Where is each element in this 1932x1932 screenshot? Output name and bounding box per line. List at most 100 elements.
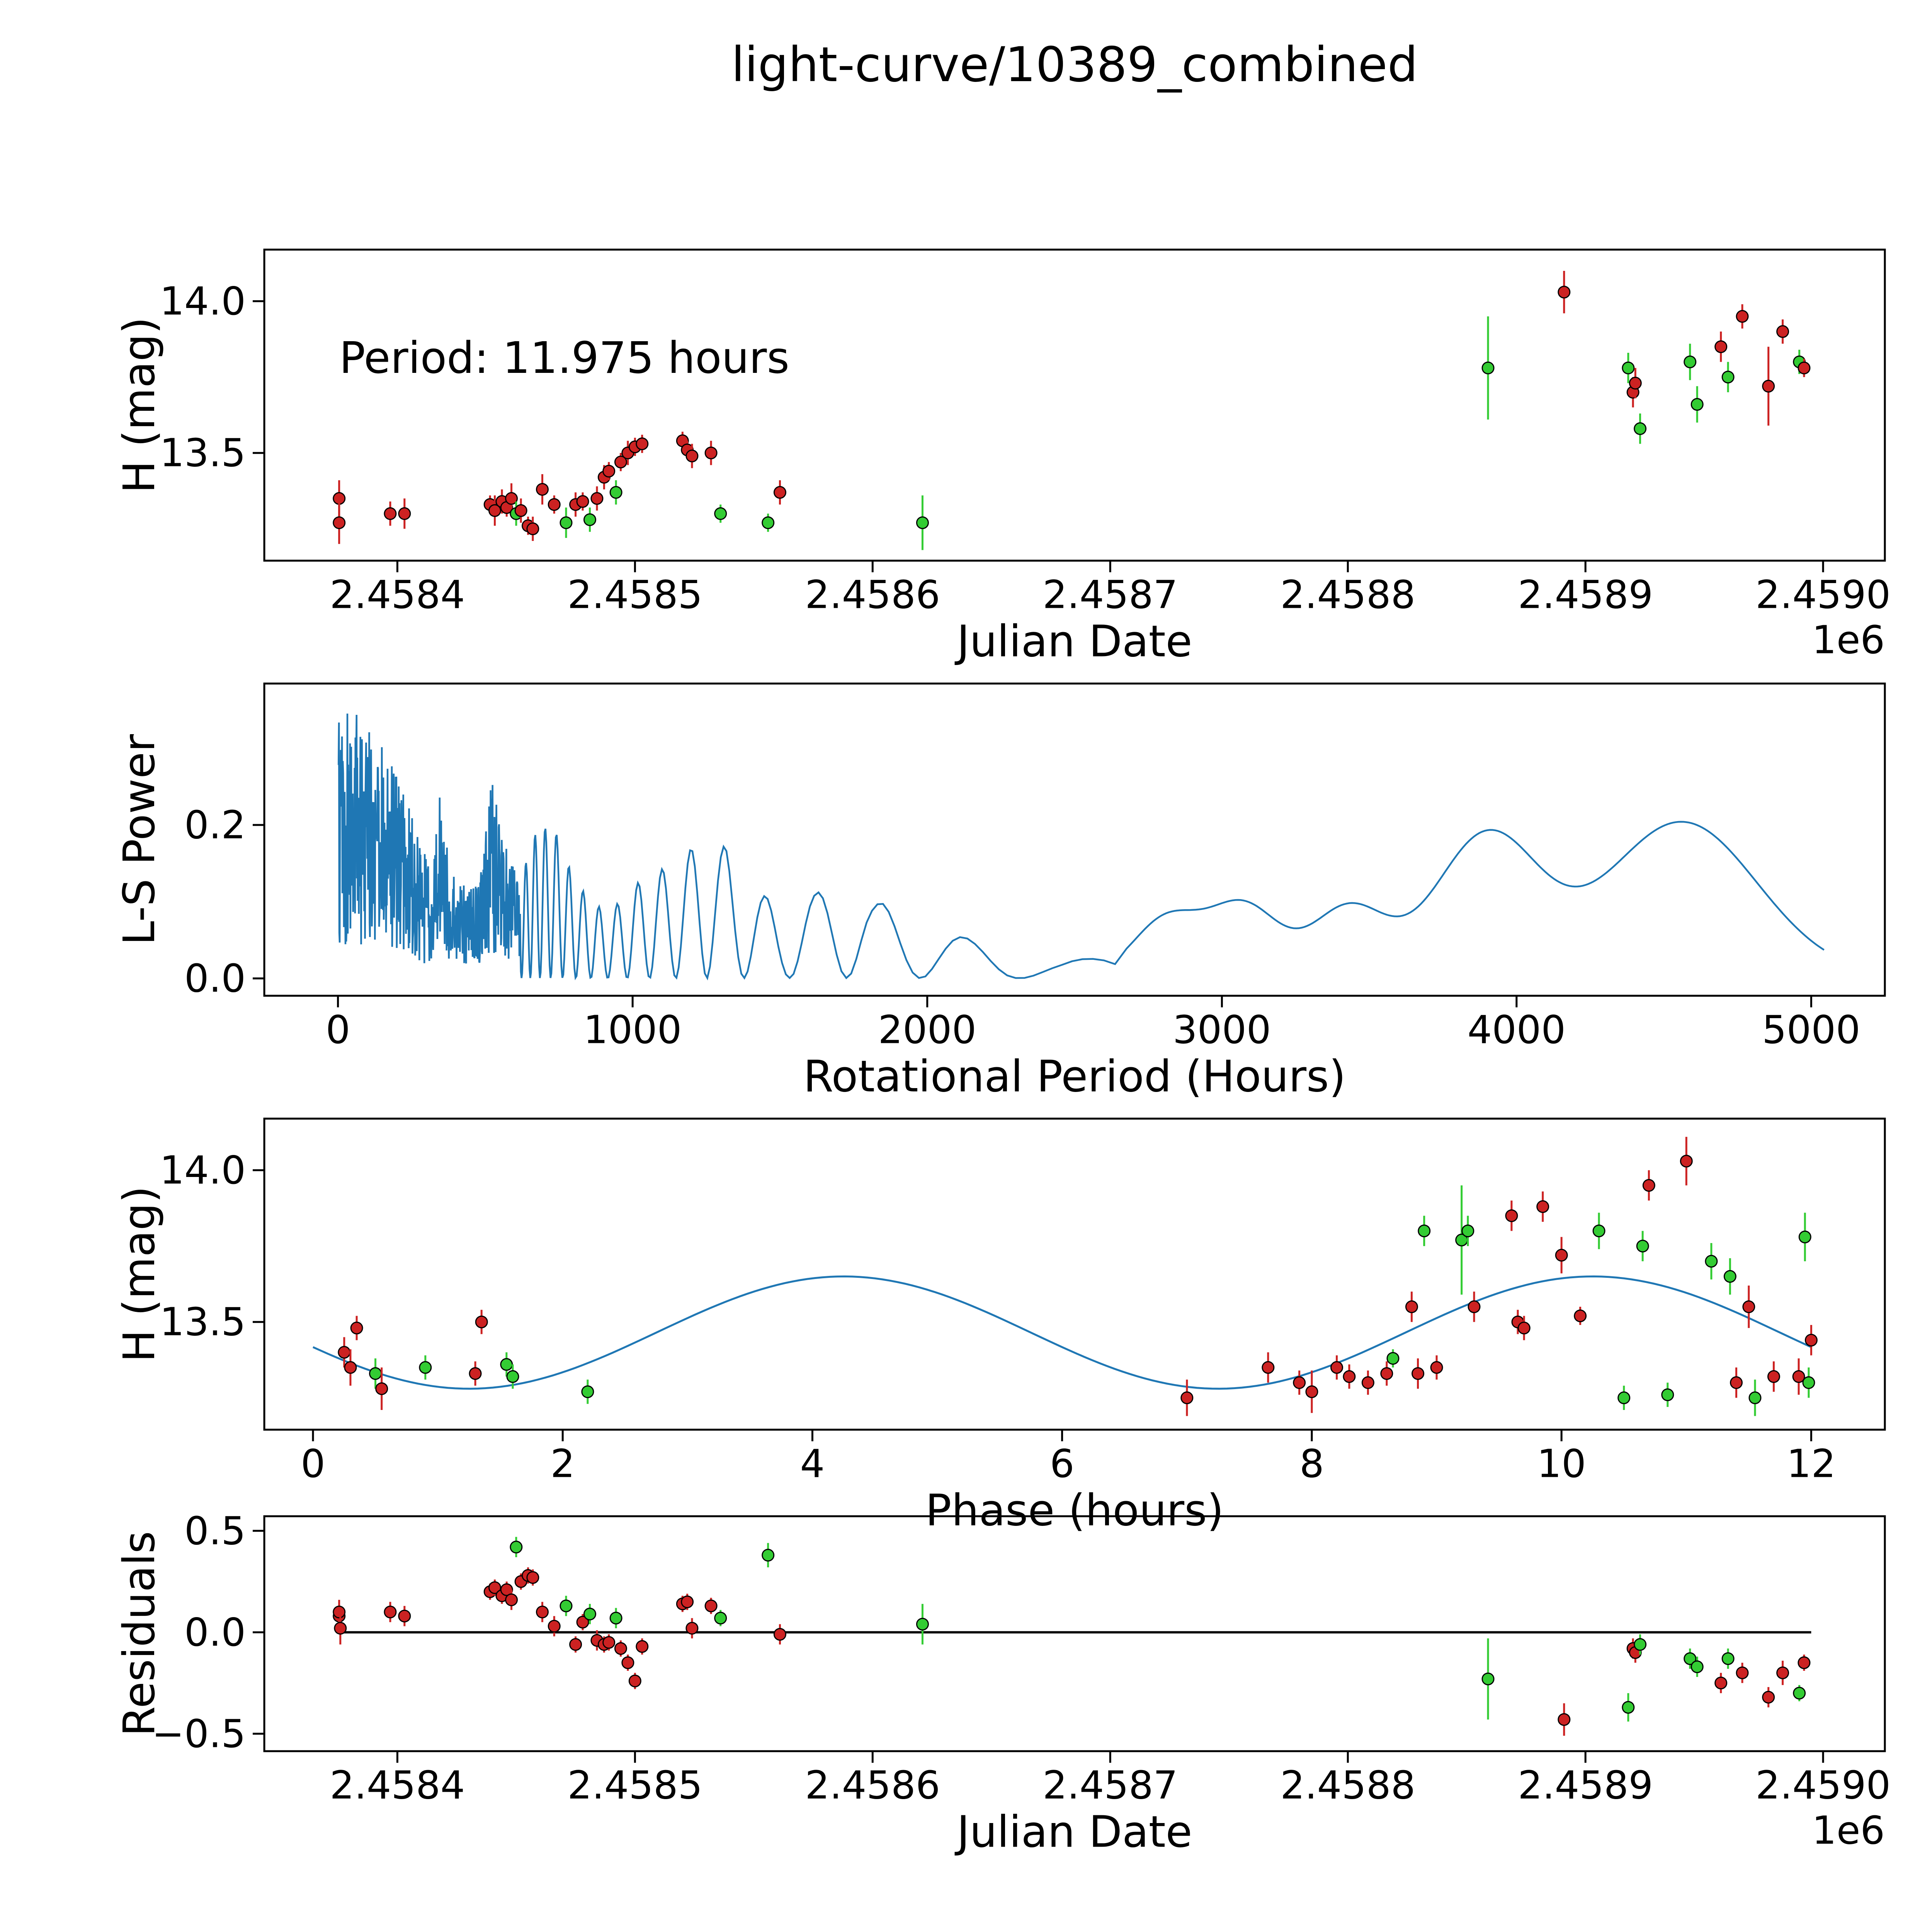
data-point bbox=[1305, 1385, 1318, 1398]
data-point bbox=[1721, 371, 1735, 384]
data-point bbox=[1634, 1638, 1647, 1651]
x-tick-label: 8 bbox=[1299, 1441, 1324, 1486]
data-point bbox=[1661, 1388, 1674, 1401]
data-point bbox=[576, 1616, 589, 1629]
x-tick-label: 2.4585 bbox=[567, 572, 702, 617]
data-point bbox=[1684, 1652, 1697, 1665]
x-tick-label: 0 bbox=[326, 1007, 350, 1052]
axes-frame bbox=[263, 1515, 1886, 1752]
data-point bbox=[1405, 1300, 1418, 1313]
axes-frame bbox=[263, 1117, 1886, 1431]
data-point bbox=[916, 1617, 929, 1631]
data-point bbox=[333, 1605, 346, 1619]
data-point bbox=[628, 1674, 641, 1687]
data-point bbox=[1802, 1376, 1815, 1389]
data-point bbox=[609, 486, 622, 499]
data-point bbox=[681, 1595, 694, 1609]
x-axis: 0 2 4 6 8 10 12 bbox=[301, 1430, 1836, 1486]
x-axis-label: Julian Date bbox=[954, 1807, 1192, 1857]
y-tick-label: 0.0 bbox=[184, 956, 246, 1001]
data-point bbox=[1642, 1179, 1655, 1192]
data-point bbox=[369, 1367, 382, 1380]
data-point bbox=[609, 1612, 622, 1625]
data-point bbox=[505, 1593, 518, 1606]
x-tick-label: 3000 bbox=[1173, 1007, 1271, 1052]
data-point bbox=[1558, 1713, 1571, 1726]
data-point bbox=[1736, 310, 1749, 323]
y-tick-label: 14.0 bbox=[160, 1148, 246, 1193]
data-point bbox=[583, 1607, 596, 1621]
x-axis-label: Phase (hours) bbox=[925, 1485, 1224, 1536]
data-point bbox=[602, 1636, 616, 1649]
data-point bbox=[1723, 1270, 1736, 1283]
x-tick-label: 10 bbox=[1537, 1441, 1586, 1486]
data-point bbox=[714, 507, 727, 520]
data-point bbox=[548, 1620, 561, 1633]
data-point bbox=[1690, 398, 1704, 411]
scatter-series bbox=[333, 270, 1811, 550]
x-axis: 2.4584 2.4585 2.4586 2.4587 2.4588 2.4589 2.45… bbox=[330, 561, 1891, 617]
data-point bbox=[333, 516, 346, 529]
data-point bbox=[569, 1638, 582, 1651]
x-tick-label: 2.4587 bbox=[1043, 572, 1178, 617]
x-tick-label: 2.4584 bbox=[330, 1762, 465, 1808]
x-axis-label: Julian Date bbox=[954, 616, 1192, 667]
data-point bbox=[685, 1622, 699, 1635]
x-tick-label: 2.4586 bbox=[805, 572, 940, 617]
x-tick-label: 2.4586 bbox=[805, 1762, 940, 1808]
y-axis-label: L-S Power bbox=[114, 734, 165, 945]
data-point bbox=[384, 1605, 397, 1619]
y-tick-label: 0.5 bbox=[184, 1508, 246, 1553]
data-point bbox=[1180, 1391, 1194, 1405]
data-point bbox=[1481, 361, 1495, 374]
data-point bbox=[488, 1581, 502, 1594]
x-tick-label: 2.4590 bbox=[1755, 572, 1891, 617]
data-point bbox=[1798, 1656, 1811, 1669]
data-point bbox=[614, 1642, 627, 1655]
data-point bbox=[1714, 340, 1728, 353]
x-tick-label: 1000 bbox=[583, 1007, 682, 1052]
data-point bbox=[1714, 1677, 1728, 1690]
data-point bbox=[1767, 1370, 1780, 1383]
data-point bbox=[1617, 1391, 1631, 1405]
data-point bbox=[1430, 1361, 1443, 1374]
scatter-series bbox=[338, 1137, 1818, 1416]
data-point bbox=[583, 513, 596, 526]
panel-periodogram: 0 1000 2000 3000 4000 5000 Rotational Period (… bbox=[114, 682, 1886, 1102]
data-point bbox=[685, 449, 699, 463]
y-tick-label: 13.5 bbox=[160, 430, 246, 476]
x-tick-label: 4000 bbox=[1468, 1007, 1566, 1052]
data-point bbox=[1705, 1255, 1718, 1268]
data-point bbox=[1634, 422, 1647, 435]
y-tick-label: 0.0 bbox=[184, 1610, 246, 1655]
x-axis-label: Rotational Period (Hours) bbox=[803, 1051, 1346, 1102]
data-point bbox=[762, 516, 775, 529]
y-axis: −0.5 0.0 0.5 bbox=[152, 1508, 264, 1756]
data-point bbox=[500, 1358, 513, 1371]
axes-frame bbox=[263, 248, 1886, 562]
data-point bbox=[773, 486, 786, 499]
y-axis-label: H (mag) bbox=[114, 317, 165, 493]
y-axis-label: Residuals bbox=[114, 1531, 165, 1736]
data-point bbox=[1804, 1333, 1818, 1347]
data-point bbox=[398, 507, 411, 520]
data-point bbox=[621, 1656, 634, 1669]
y-axis: 0.0 0.2 bbox=[184, 802, 264, 1001]
x-axis: 2.4584 2.4585 2.4586 2.4587 2.4588 2.4589 2.45… bbox=[330, 1751, 1891, 1808]
data-point bbox=[1762, 1690, 1775, 1704]
x-tick-label: 2.4589 bbox=[1518, 572, 1653, 617]
panel-phase: 0 2 4 6 8 10 12 Phase (hours) 13.5 14.0H (mag) bbox=[114, 1117, 1886, 1536]
data-point bbox=[1762, 379, 1775, 393]
data-point bbox=[1412, 1367, 1425, 1380]
x-tick-label: 2.4587 bbox=[1043, 1762, 1178, 1808]
data-point bbox=[1690, 1660, 1704, 1673]
y-axis: 13.5 14.0 bbox=[160, 279, 264, 476]
y-tick-label: −0.5 bbox=[152, 1711, 246, 1756]
data-point bbox=[1798, 361, 1811, 374]
data-point bbox=[1684, 355, 1697, 369]
data-point bbox=[384, 507, 397, 520]
data-point bbox=[636, 1640, 649, 1653]
x-tick-label: 0 bbox=[301, 1441, 325, 1486]
data-point bbox=[1742, 1300, 1755, 1313]
